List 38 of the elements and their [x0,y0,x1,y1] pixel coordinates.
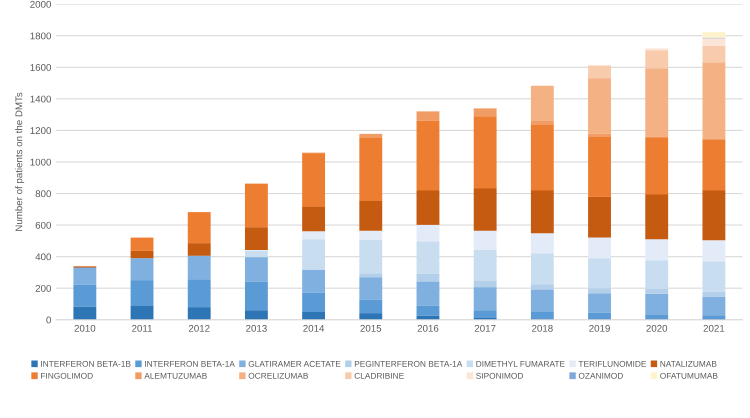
legend-label: INTERFERON BETA-1A [145,360,235,367]
y-axis-title: Number of patients on the DMTs [15,92,24,231]
x-tick-label: 2020 [646,324,668,332]
legend-label: ALEMTUZUMAB [144,372,207,379]
y-tick-label: 1600 [30,64,52,71]
legend-label: TERIFLUNOMIDE [578,360,646,367]
legend-label: FINGOLIMOD [41,372,93,379]
y-tick-label: 2000 [30,0,52,8]
x-tick-label: 2013 [246,324,267,332]
legend-label: NATALIZUMAB [660,361,716,367]
y-tick-label: 1000 [30,158,52,166]
x-tick-label: 2016 [418,324,438,332]
y-tick-label: 1200 [30,127,52,134]
legend-label: SIPONIMOD [476,372,523,379]
legend-label: OCRELIZUMAB [248,372,308,379]
x-tick-label: 2017 [474,324,496,332]
x-tick-label: 2011 [132,324,152,332]
legend-label: CLADRIBINE [354,372,404,379]
legend-label: INTERFERON BETA-1B [41,360,131,367]
x-tick-label: 2018 [532,324,553,332]
y-tick-label: 200 [36,284,52,292]
legend-label: OZANIMOD [578,372,623,379]
y-tick-label: 400 [35,253,52,260]
x-tick-label: 2015 [360,324,382,332]
x-tick-label: 2014 [303,324,324,332]
legend-label: GLATIRAMER ACETATE [248,360,340,367]
x-tick-label: 2021 [704,324,724,332]
legend-label: PEGINTERFERON BETA-1A [354,360,462,367]
y-tick-label: 600 [36,222,52,229]
legend-label: DIMETHYL FUMARATE [476,361,565,367]
legend-label: OFATUMUMAB [660,372,718,379]
x-tick-label: 2012 [188,324,210,332]
x-tick-label: 2019 [589,324,610,332]
y-tick-label: 1400 [30,96,52,102]
y-tick-label: 800 [36,190,52,198]
x-tick-label: 2010 [74,324,96,332]
y-tick-label: 0 [46,316,52,324]
y-tick-label: 1800 [30,32,52,40]
